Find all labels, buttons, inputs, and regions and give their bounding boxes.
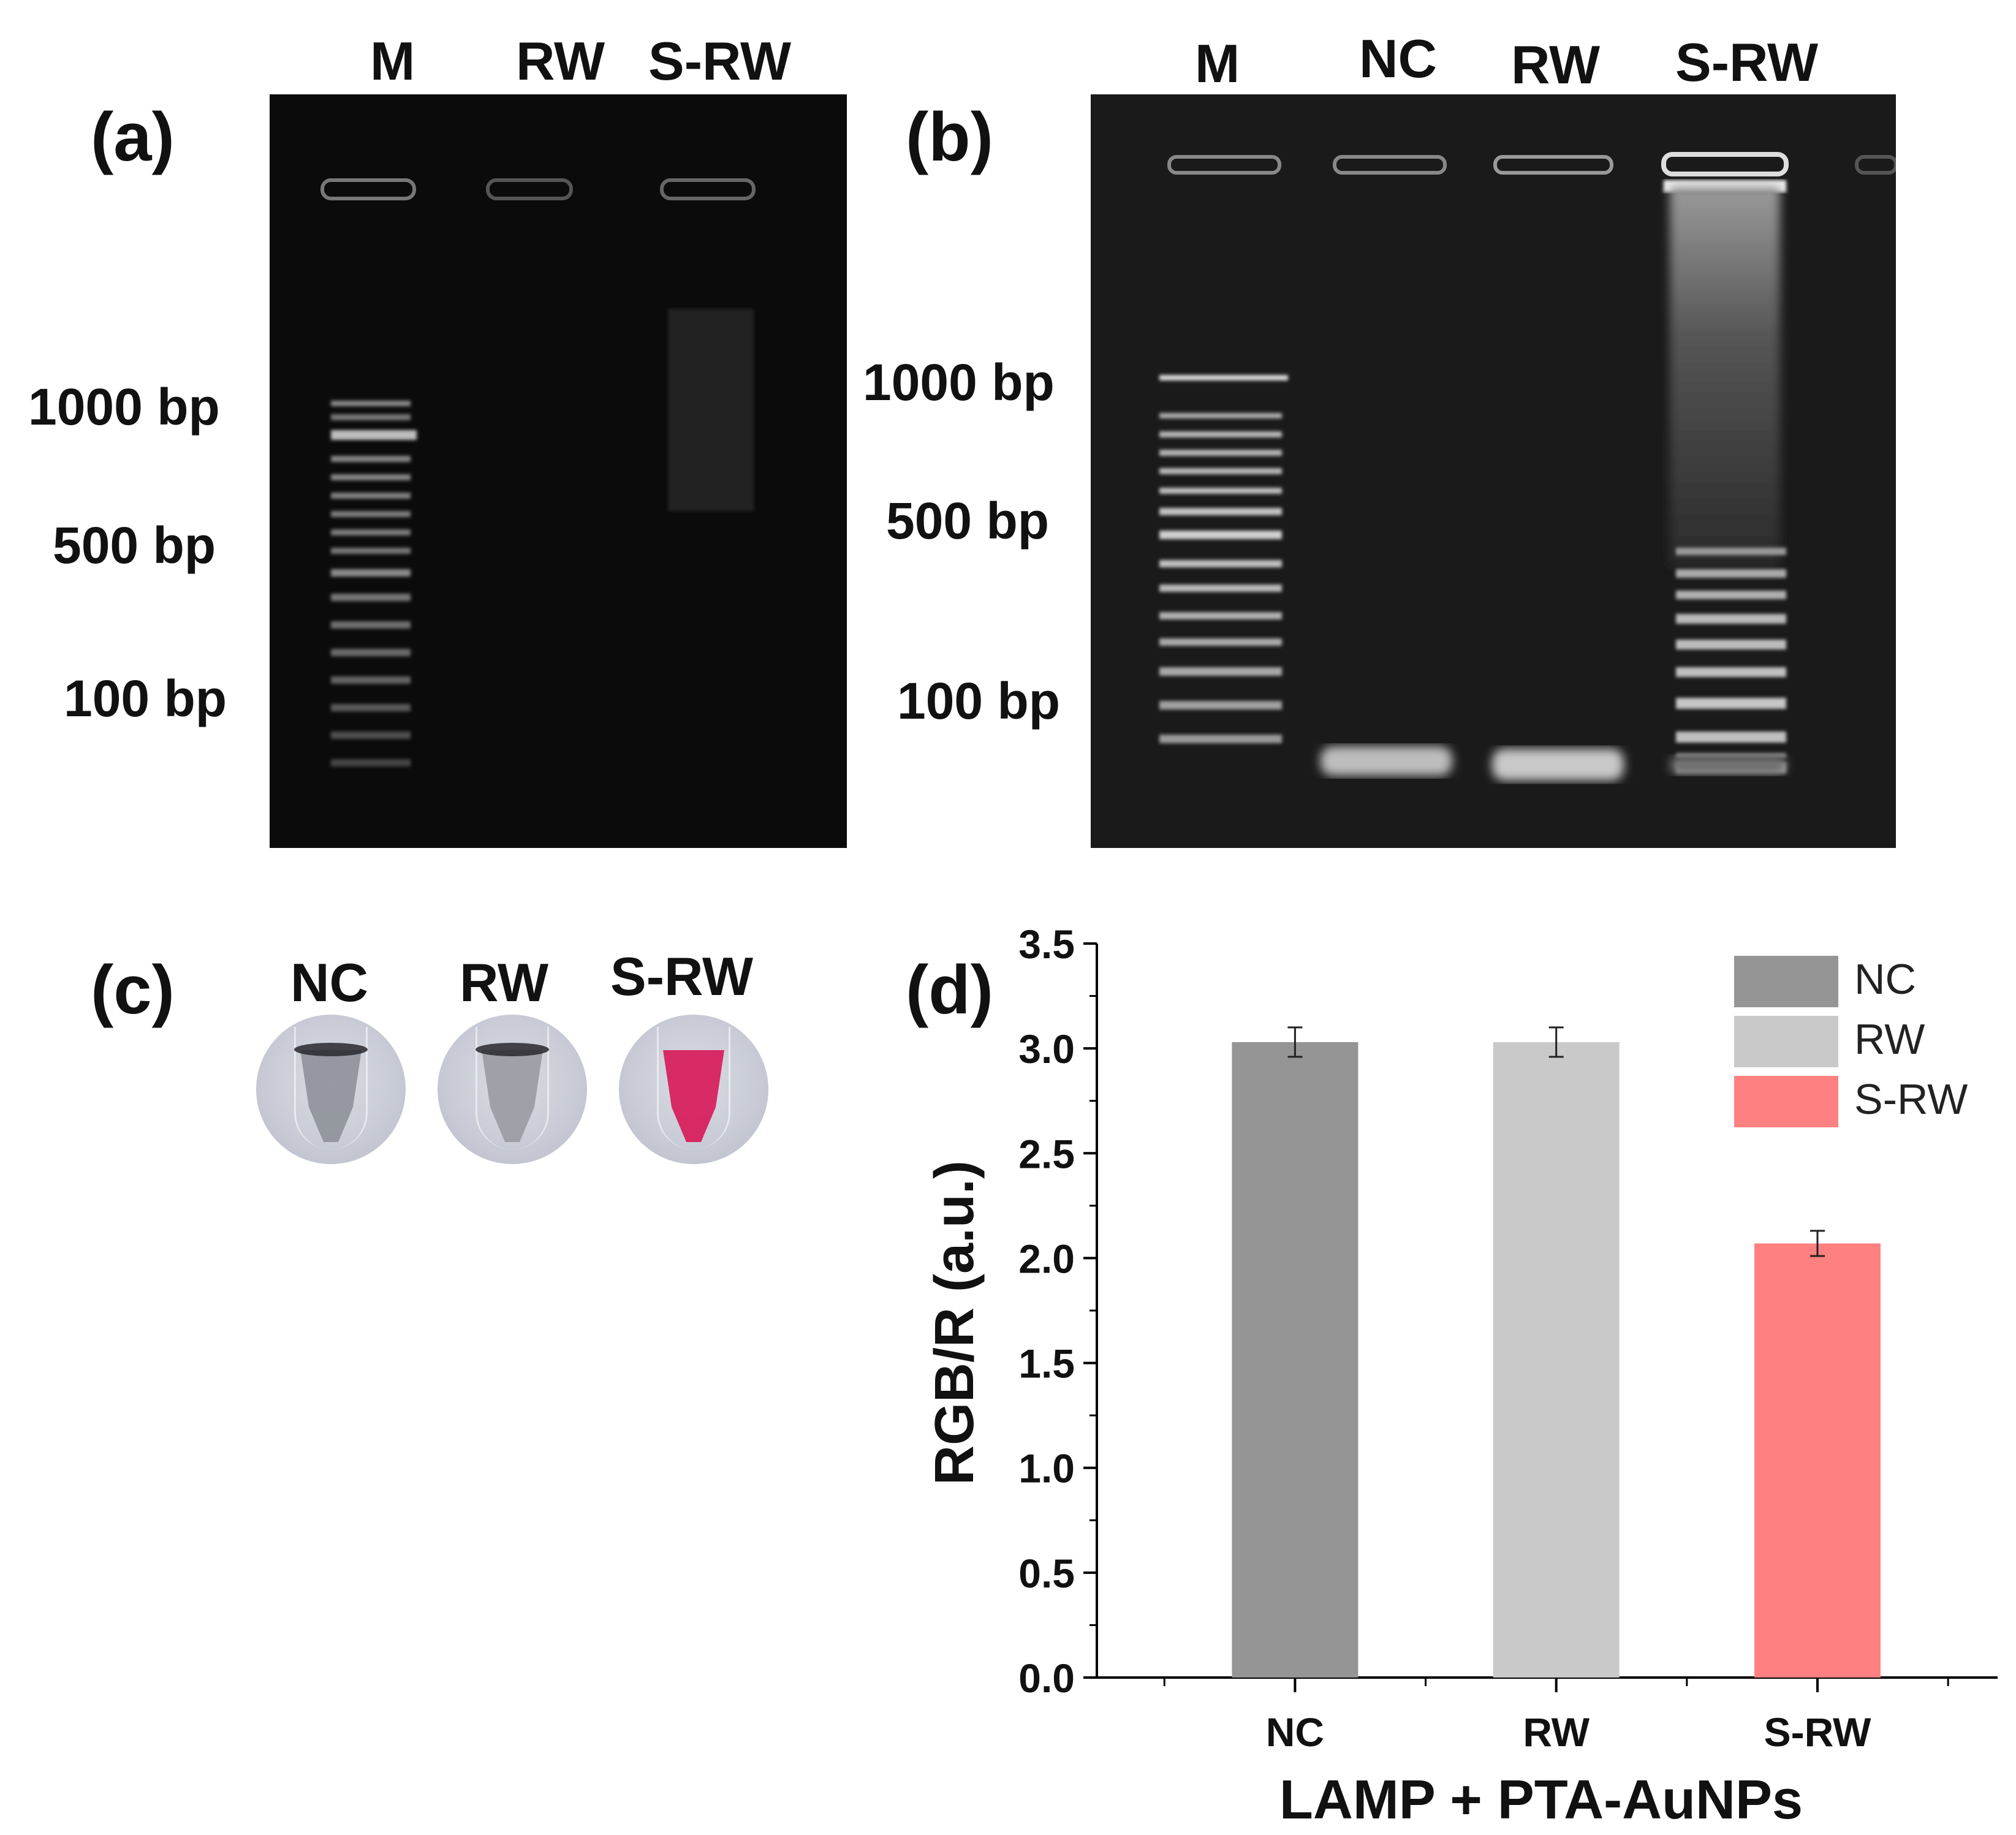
tube-glass (476, 1027, 549, 1149)
y-tick-label: 3.0 (1018, 1026, 1075, 1072)
panel-c-label: (c) (91, 952, 175, 1028)
panel-a-lane-rw: RW (516, 31, 605, 91)
y-tick-label: 3.5 (1018, 921, 1075, 967)
legend-label: NC (1854, 955, 1916, 1003)
gel-image-a (270, 94, 847, 848)
gel-image-b (1091, 94, 1896, 848)
panel-a-marker-500: 500 bp (53, 516, 216, 574)
tube-photo-rw (438, 1015, 587, 1164)
bar-nc (1232, 1042, 1359, 1678)
y-tick-label: 0.5 (1018, 1551, 1075, 1596)
tube-label-rw: RW (460, 952, 549, 1013)
tube-meniscus (294, 1043, 368, 1056)
y-tick-label: 2.0 (1018, 1236, 1075, 1281)
bar-s-rw (1754, 1243, 1881, 1678)
tube-photo-srw (619, 1015, 768, 1164)
x-tick-label: S-RW (1764, 1709, 1871, 1755)
bar-rw (1493, 1042, 1620, 1678)
panel-b-marker-100: 100 bp (897, 672, 1061, 730)
panel-d-label: (d) (906, 952, 994, 1028)
y-tick-label: 0.0 (1018, 1655, 1075, 1701)
panel-a-marker-100: 100 bp (64, 670, 227, 727)
legend-swatch-nc (1734, 956, 1838, 1007)
y-tick-label: 1.5 (1018, 1341, 1075, 1387)
bar-chart: 0.0 0.5 1.0 1.5 2.0 2.5 3.0 3.5 NC RW S-RW LAMP + P… (924, 921, 1998, 1831)
panel-a-label: (a) (91, 99, 175, 175)
panel-a-lane-srw: S-RW (648, 31, 792, 91)
panel-b-marker-1000: 1000 bp (863, 354, 1055, 411)
panel-b-marker-500: 500 bp (886, 492, 1050, 550)
panel-b-lane-rw: RW (1511, 34, 1601, 95)
legend-swatch-rw (1734, 1016, 1838, 1067)
y-axis-title: RGB/R (a.u.) (924, 1160, 985, 1485)
panel-b-label: (b) (906, 99, 994, 175)
tube-photo-nc (256, 1015, 406, 1164)
panel-a-lane-m: M (370, 31, 415, 91)
x-axis-title: LAMP + PTA-AuNPs (1279, 1769, 1803, 1831)
tube-label-nc: NC (290, 952, 369, 1013)
panel-b-lane-nc: NC (1359, 28, 1438, 89)
tube-glass (294, 1027, 368, 1149)
tube-glass (657, 1027, 730, 1149)
tube-meniscus (476, 1043, 549, 1056)
panel-a-marker-1000: 1000 bp (28, 378, 220, 436)
legend-label: RW (1854, 1015, 1925, 1063)
legend-label: S-RW (1854, 1075, 1968, 1123)
tube-label-srw: S-RW (610, 946, 754, 1007)
x-tick-label: NC (1266, 1709, 1324, 1755)
panel-b-lane-m: M (1195, 33, 1240, 94)
x-tick-label: RW (1523, 1709, 1590, 1755)
y-tick-label: 2.5 (1018, 1131, 1075, 1176)
legend-swatch-s-rw (1734, 1076, 1838, 1127)
panel-b-lane-srw: S-RW (1675, 32, 1819, 93)
y-tick-label: 1.0 (1018, 1446, 1075, 1491)
